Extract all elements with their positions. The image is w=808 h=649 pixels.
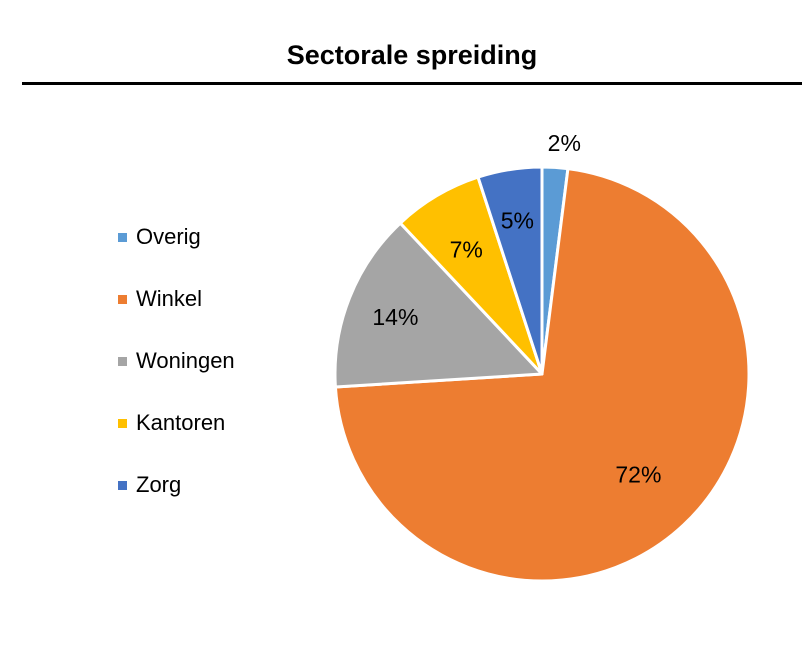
legend-label: Zorg [136, 472, 182, 497]
title-divider [22, 82, 802, 85]
data-label-winkel: 72% [615, 462, 661, 488]
data-label-kantoren: 7% [450, 236, 483, 262]
legend-item-kantoren: Kantoren [118, 408, 225, 438]
pie-slice-zorg [476, 165, 544, 376]
legend-label: Woningen [136, 348, 235, 373]
pie-slice-woningen [333, 221, 544, 389]
legend-swatch [118, 480, 127, 490]
legend-item-winkel: Winkel [118, 284, 202, 314]
legend-swatch [118, 356, 127, 366]
data-label-woningen: 14% [372, 304, 418, 330]
pie-data-labels: 2% 72% 14% 7% 5% [372, 130, 661, 488]
legend-swatch [118, 294, 127, 304]
legend-item-zorg: Zorg [118, 470, 181, 500]
legend-swatch [118, 232, 127, 242]
legend-item-woningen: Woningen [118, 346, 235, 376]
chart-title: Sectorale spreiding [286, 40, 538, 70]
legend-item-overig: Overig [118, 222, 201, 252]
legend-label: Winkel [136, 286, 203, 311]
data-label-overig: 2% [548, 130, 581, 156]
data-label-zorg: 5% [501, 208, 534, 234]
legend-label: Kantoren [136, 410, 226, 435]
legend-label: Overig [136, 224, 201, 249]
pie-slices [333, 165, 751, 583]
legend-swatch [118, 418, 127, 428]
